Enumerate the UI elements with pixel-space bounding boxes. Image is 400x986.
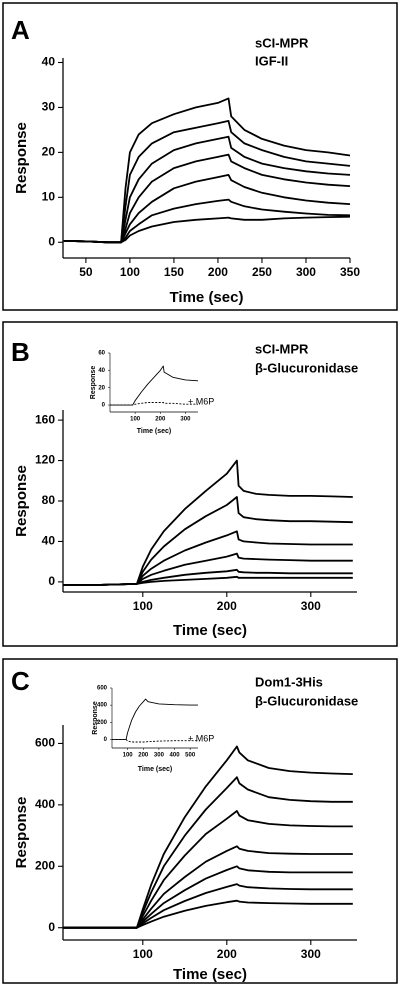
- y-tick-label: 600: [97, 686, 108, 692]
- y-tick-label: 0: [104, 737, 108, 743]
- x-axis-label: Time (sec): [173, 622, 247, 639]
- x-tick-label: 250: [252, 265, 272, 279]
- x-tick-label: 300: [301, 599, 321, 613]
- y-tick-label: 60: [98, 351, 105, 357]
- series-line: [63, 865, 353, 929]
- x-tick-label: 200: [217, 599, 237, 613]
- series-line: [63, 845, 353, 929]
- y-tick-label: 40: [42, 534, 56, 548]
- x-axis-label: Time (sec): [137, 428, 172, 435]
- chart-title: sCI-MPR: [255, 341, 309, 356]
- y-tick-label: 80: [42, 493, 56, 507]
- y-tick-label: 160: [35, 412, 55, 426]
- series-line: [63, 135, 351, 244]
- series-line: [112, 698, 198, 740]
- series-line: [63, 530, 353, 586]
- series-line: [110, 402, 198, 406]
- chart-subtitle: IGF-II: [255, 53, 288, 68]
- x-tick-label: 300: [154, 752, 165, 758]
- series-line: [63, 174, 351, 244]
- x-tick-label: 50: [79, 265, 93, 279]
- x-tick-label: 100: [123, 752, 134, 758]
- y-tick-label: 400: [35, 797, 55, 811]
- series-line: [110, 365, 199, 406]
- y-axis-label: Response: [92, 701, 99, 735]
- y-axis-label: Response: [13, 122, 30, 194]
- x-tick-label: 200: [138, 752, 149, 758]
- x-axis-label: Time (sec): [173, 966, 247, 983]
- chart-title: Dom1-3His: [255, 674, 323, 689]
- panel-frame: [2, 321, 398, 647]
- chart-title: sCI-MPR: [255, 35, 309, 50]
- series-line: [63, 120, 351, 244]
- x-tick-label: 100: [133, 599, 153, 613]
- y-tick-label: 10: [42, 189, 56, 203]
- series-line: [63, 745, 353, 929]
- y-axis-label: Response: [13, 797, 30, 869]
- x-axis-label: Time (sec): [138, 766, 173, 773]
- series-line: [63, 776, 353, 929]
- panel-label: A: [11, 15, 30, 45]
- series-line: [63, 153, 351, 244]
- panel-label: C: [11, 666, 30, 696]
- y-tick-label: 120: [35, 453, 55, 467]
- x-tick-label: 100: [120, 265, 140, 279]
- y-tick-label: 200: [35, 858, 55, 872]
- y-tick-label: 20: [42, 145, 56, 159]
- series-line: [112, 738, 198, 743]
- y-tick-label: 600: [35, 736, 55, 750]
- x-tick-label: 200: [208, 265, 228, 279]
- series-line: [63, 215, 351, 244]
- series-line: [63, 810, 353, 929]
- y-tick-label: 200: [97, 720, 108, 726]
- y-tick-label: 0: [48, 234, 55, 248]
- y-axis-label: Response: [90, 366, 97, 400]
- y-tick-label: 0: [48, 920, 55, 934]
- series-line: [63, 198, 351, 244]
- y-axis-label: Response: [13, 465, 30, 537]
- annotation: + M6P: [188, 396, 214, 406]
- y-tick-label: 0: [102, 403, 106, 409]
- x-tick-label: 400: [170, 752, 181, 758]
- series-line: [63, 899, 353, 929]
- series-line: [63, 883, 353, 929]
- x-tick-label: 350: [340, 265, 360, 279]
- x-tick-label: 300: [180, 416, 191, 422]
- series-line: [63, 97, 351, 244]
- chart-subtitle: β-Glucuronidase: [255, 693, 358, 708]
- x-tick-label: 300: [296, 265, 316, 279]
- x-tick-label: 200: [155, 416, 166, 422]
- panel-label: B: [11, 337, 30, 367]
- series-line: [63, 552, 353, 586]
- x-axis-label: Time (sec): [170, 289, 244, 306]
- x-tick-label: 150: [164, 265, 184, 279]
- y-tick-label: 0: [48, 574, 55, 588]
- series-line: [63, 575, 353, 586]
- series-line: [63, 459, 353, 586]
- annotation: + M6P: [188, 733, 214, 743]
- x-tick-label: 100: [133, 947, 153, 961]
- y-tick-label: 400: [97, 703, 108, 709]
- y-tick-label: 30: [42, 100, 56, 114]
- panel-frame: [2, 658, 398, 984]
- panel-frame: [2, 2, 398, 311]
- x-tick-label: 500: [185, 752, 196, 758]
- x-tick-label: 100: [130, 416, 141, 422]
- x-tick-label: 200: [217, 947, 237, 961]
- chart-subtitle: β-Glucuronidase: [255, 360, 358, 375]
- x-tick-label: 300: [301, 947, 321, 961]
- y-tick-label: 20: [98, 385, 105, 391]
- y-tick-label: 40: [42, 55, 56, 69]
- y-tick-label: 40: [98, 368, 105, 374]
